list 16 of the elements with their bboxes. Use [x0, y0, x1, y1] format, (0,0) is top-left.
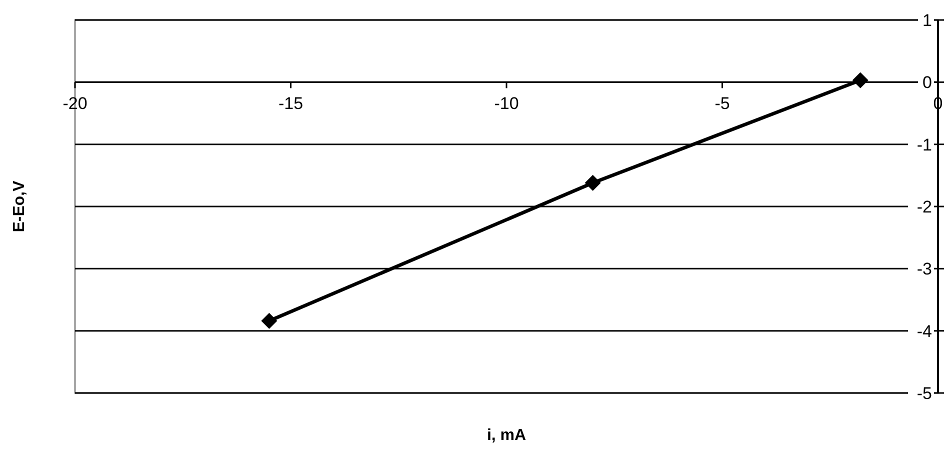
x-tick-label: -10	[494, 94, 519, 114]
y-tick-label: 0	[922, 73, 932, 92]
y-tick-label: -5	[916, 384, 932, 403]
x-tick-label: -5	[714, 94, 730, 114]
x-tick-label: -15	[278, 94, 304, 114]
point	[852, 72, 868, 88]
y-tick-label: -4	[916, 322, 932, 341]
x-tick-label: -20	[62, 94, 88, 114]
point	[584, 174, 601, 191]
y-axis-title: E-Eo,V	[11, 180, 28, 232]
y-tick-label: 1	[922, 11, 932, 30]
y-tick-label: -2	[916, 198, 932, 216]
y-tick-label: -3	[916, 260, 932, 279]
y-tick-label: -1	[916, 135, 932, 154]
x-axis-title: i, mA	[486, 427, 526, 444]
point	[261, 312, 278, 329]
